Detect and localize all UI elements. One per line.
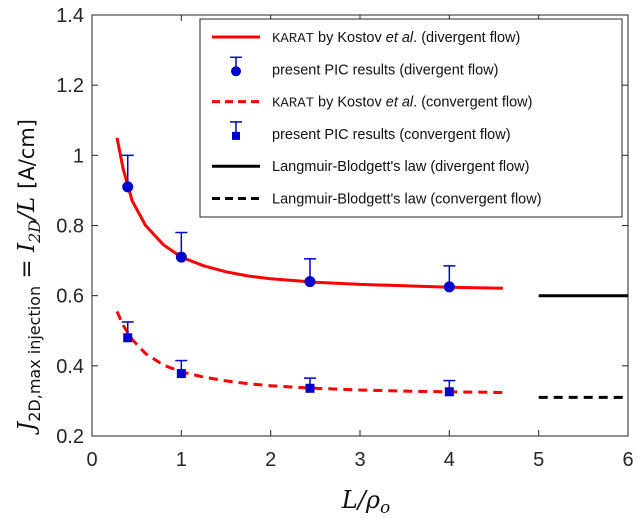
legend-label: present PIC results (convergent flow) (272, 127, 511, 143)
data-point-circle (443, 281, 455, 293)
y-label-prefix: J (14, 420, 40, 435)
data-point-square (444, 387, 454, 397)
y-axis-label: J2D,max injection = I2D/L [A/cm] (14, 119, 44, 435)
y-tick-label: 1.4 (56, 5, 84, 27)
x-tick-label: 6 (622, 449, 633, 471)
series-1 (115, 137, 503, 290)
y-tick-label: 0.8 (56, 216, 84, 238)
legend-label: Langmuir-Blodgett's law (divergent flow) (272, 159, 529, 175)
x-tick-label: 5 (533, 449, 544, 471)
x-tick-label: 4 (444, 449, 455, 471)
legend-item-4: present PIC results (convergent flow) (230, 121, 511, 143)
legend-item-6: Langmuir-Blodgett's law (convergent flow… (212, 192, 542, 208)
legend-label-italic: et al (386, 30, 414, 46)
legend-swatch-square (232, 131, 240, 140)
x-tick-label: 1 (176, 449, 187, 471)
legend-item-2: present PIC results (divergent flow) (230, 56, 498, 78)
y-tick-label: 1 (73, 145, 84, 167)
legend-label-mono: KARAT (272, 96, 314, 112)
legend-label: present PIC results (divergent flow) (272, 62, 498, 78)
x-tick-label: 0 (86, 449, 97, 471)
series-line (115, 137, 503, 290)
legend-label-text: by Kostov (314, 30, 386, 46)
legend-label: Langmuir-Blodgett's law (convergent flow… (272, 192, 542, 208)
data-point-circle (122, 181, 134, 193)
legend-label-italic: et al (386, 95, 414, 111)
x-tick-label: 3 (354, 449, 365, 471)
y-label-unit: [A/cm] (15, 119, 39, 189)
x-label-main: L/ρ (341, 486, 380, 514)
axes: 0 1 2 3 4 5 6 0.2 0.4 0.6 0.8 1 1.2 1.4 (56, 5, 633, 471)
legend-item-1: KARAT by Kostov et al. (divergent flow) (212, 30, 520, 47)
series-3 (115, 310, 503, 394)
series-2 (121, 154, 456, 293)
x-tick-label: 2 (265, 449, 276, 471)
data-point-circle (304, 276, 316, 288)
y-tick-label: 0.4 (56, 356, 84, 378)
legend-swatch-circle (231, 66, 241, 77)
legend-label-text: Langmuir-Blodgett's law (divergent flow) (272, 159, 529, 175)
y-tick-label: 1.2 (56, 75, 84, 97)
legend-box (199, 18, 623, 218)
series-line (115, 310, 503, 394)
legend-label: KARAT by Kostov et al. (convergent flow) (272, 95, 532, 112)
y-label-sub: 2D,max injection (25, 286, 44, 422)
legend: KARAT by Kostov et al. (divergent flow)p… (199, 18, 623, 218)
y-label-equals: = (14, 252, 40, 286)
legend-label-post: . (convergent flow) (413, 95, 532, 111)
legend-item-3: KARAT by Kostov et al. (convergent flow) (212, 95, 532, 112)
legend-label-text: present PIC results (divergent flow) (272, 62, 498, 78)
series-layer (115, 137, 628, 399)
legend-item-5: Langmuir-Blodgett's law (divergent flow) (212, 159, 529, 175)
legend-label-mono: KARAT (272, 31, 314, 47)
x-label-sub: o (380, 498, 390, 518)
y-tick-label: 0.6 (56, 286, 84, 308)
y-label-slash: /L (14, 197, 40, 222)
legend-label-text: by Kostov (314, 95, 386, 111)
y-label-num: I (14, 242, 40, 253)
legend-label-post: . (divergent flow) (413, 30, 520, 46)
legend-label-text: present PIC results (convergent flow) (272, 127, 511, 143)
x-axis-label: L/ρo (341, 486, 390, 518)
legend-label: KARAT by Kostov et al. (divergent flow) (272, 30, 520, 47)
data-point-circle (175, 251, 187, 263)
legend-label-text: Langmuir-Blodgett's law (convergent flow… (272, 192, 542, 208)
data-point-square (176, 369, 186, 379)
data-point-square (123, 333, 133, 343)
y-tick-label: 0.2 (56, 426, 84, 448)
y-label-num-sub: 2D (25, 220, 44, 244)
data-point-square (305, 383, 315, 393)
series-4 (121, 321, 456, 397)
